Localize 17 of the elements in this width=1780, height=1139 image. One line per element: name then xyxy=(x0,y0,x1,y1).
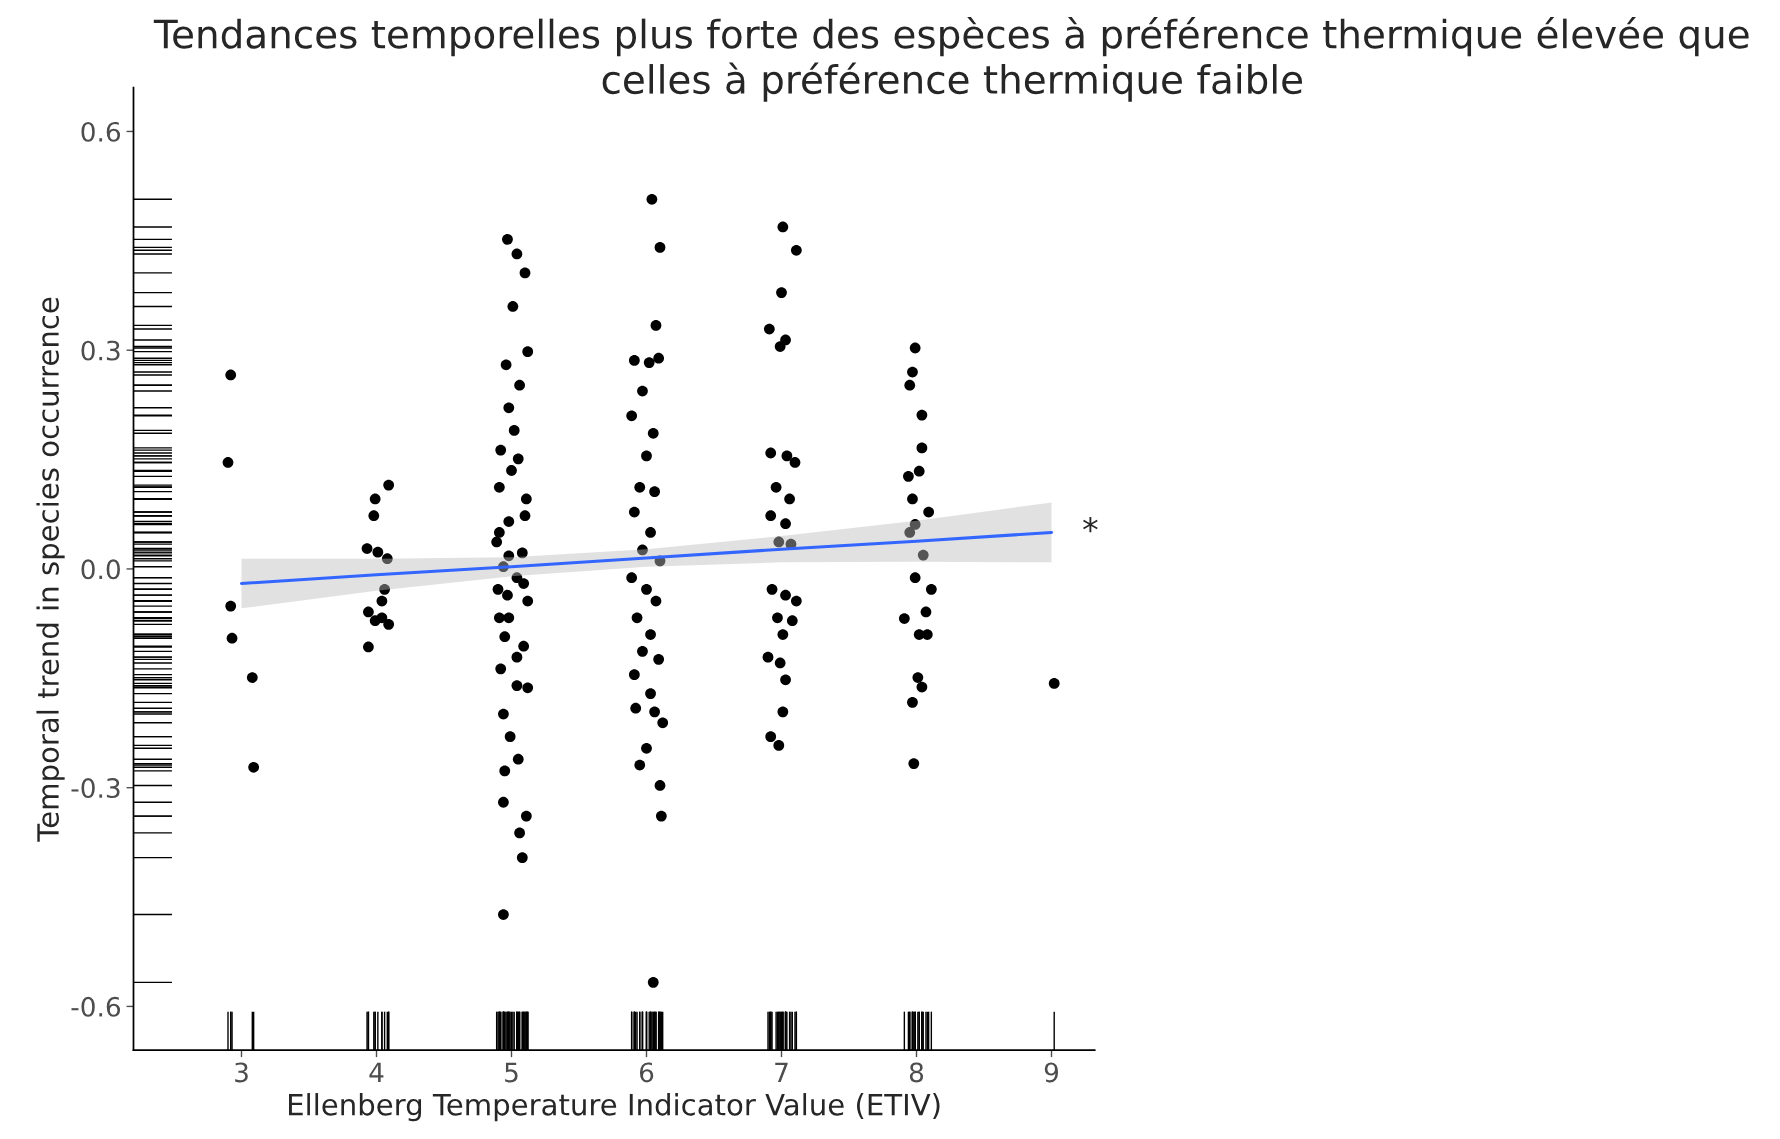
y-tick-label: 0.0 xyxy=(81,559,120,580)
y-tick-label: 0.6 xyxy=(81,121,121,142)
x-tick-label: 5 xyxy=(505,1062,518,1083)
x-tick-label: 9 xyxy=(1044,1062,1059,1083)
y-tick-label: -0.3 xyxy=(71,778,120,799)
annotation: * xyxy=(1083,516,1098,533)
y-tick-label: 0.3 xyxy=(81,340,120,361)
x-axis-title: Ellenberg Temperature Indicator Value (ETIV) xyxy=(289,1093,940,1122)
chart-title: Tendances temporelles plus forte des espèces à préférence thermique élevée que celles à préférence thermique faible xyxy=(153,17,1749,102)
x-tick-label: 8 xyxy=(909,1062,924,1083)
y-axis-title: Temporal trend in species occurrence xyxy=(36,297,65,842)
x-tick-label: 4 xyxy=(369,1062,384,1083)
x-tick-label: 6 xyxy=(639,1062,654,1083)
x-tick-label: 7 xyxy=(775,1062,788,1083)
y-tick-label: -0.6 xyxy=(71,996,121,1017)
line-series xyxy=(239,530,1054,586)
x-tick-label: 3 xyxy=(235,1062,248,1083)
